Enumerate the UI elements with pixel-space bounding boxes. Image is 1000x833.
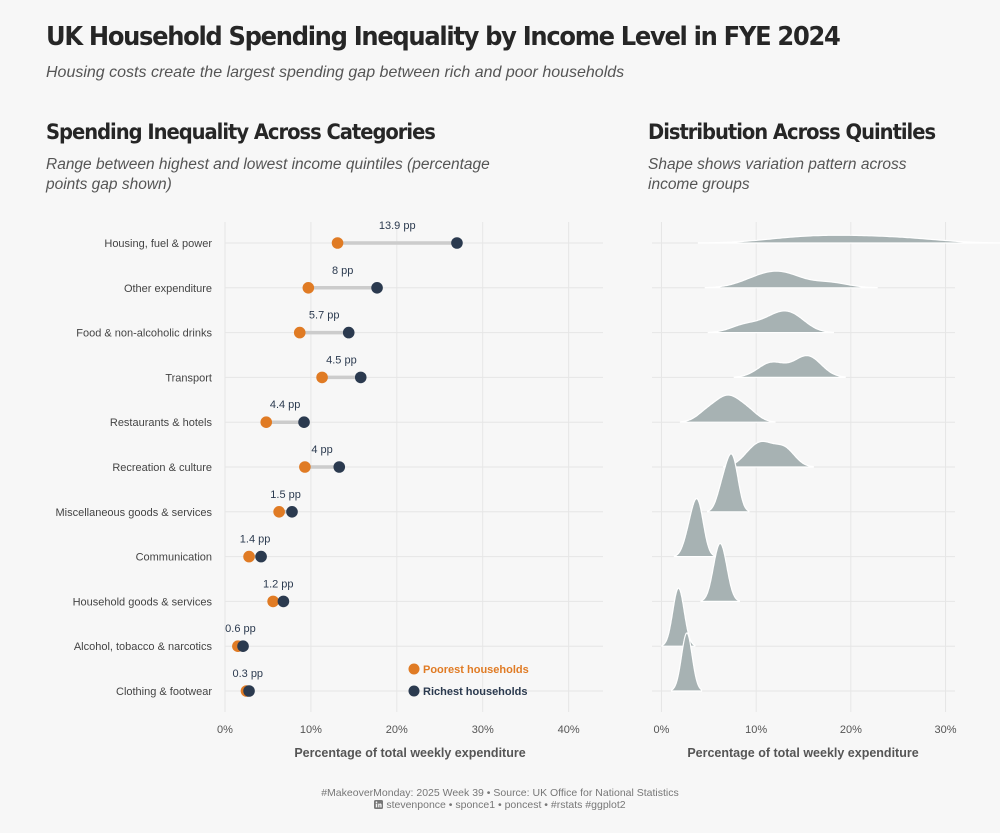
poorest-point-other-expenditure: [302, 282, 315, 294]
category-label-alcohol-tobacco-narcotics: Alcohol, tobacco & narcotics: [74, 641, 213, 653]
caption-source: #MakeoverMonday: 2025 Week 39 • Source: …: [321, 787, 679, 799]
gap-label-restaurants-hotels: 4.4 pp: [270, 399, 301, 411]
ridge-density-household-goods-services: [700, 542, 740, 602]
richest-point-recreation-culture: [333, 461, 346, 473]
right-x-tick-label: 20%: [840, 724, 862, 736]
poorest-point-food-non-alcoholic-drinks: [293, 326, 306, 339]
ridge-density-other-expenditure: [704, 270, 878, 289]
ridgeline-densities: [661, 234, 1000, 692]
left-x-tick-label: 10%: [300, 724, 322, 736]
gap-label-household-goods-services: 1.2 pp: [263, 578, 294, 590]
left-x-tick-label: 0%: [217, 724, 233, 736]
gap-label-clothing-footwear: 0.3 pp: [232, 668, 263, 680]
ridge-density-restaurants-hotels: [679, 394, 776, 423]
right-x-tick-label: 10%: [745, 724, 767, 736]
richest-point-other-expenditure: [371, 282, 383, 294]
category-label-transport: Transport: [165, 372, 212, 384]
right-x-axis: 0% 10% 20% 30%: [654, 724, 957, 736]
poorest-point-recreation-culture: [299, 461, 311, 473]
poorest-point-communication: [243, 550, 255, 563]
ridge-density-recreation-culture: [723, 440, 814, 468]
page-subtitle: Housing costs create the largest spendin…: [46, 64, 625, 81]
poorest-point-miscellaneous-goods-services: [273, 506, 285, 518]
poorest-point-restaurants-hotels: [260, 416, 273, 429]
left-x-tick-label: 20%: [386, 724, 408, 736]
right-panel-title: Distribution Across Quintiles: [648, 120, 936, 144]
left-panel-title: Spending Inequality Across Categories: [46, 120, 436, 144]
legend-poorest-label: Poorest households: [423, 664, 529, 676]
legend-poorest-swatch: [408, 663, 420, 675]
gap-label-alcohol-tobacco-narcotics: 0.6 pp: [225, 623, 256, 635]
left-x-axis: 0% 10% 20% 30% 40%: [217, 724, 580, 736]
dumbbell-labels: Housing, fuel & power 13.9 pp Other expend…: [55, 220, 415, 698]
caption-credits-text: stevenponce • sponce1 • poncest • #rstat…: [386, 799, 626, 811]
richest-point-transport: [354, 371, 367, 384]
gap-label-recreation-culture: 4 pp: [311, 444, 332, 456]
category-label-communication: Communication: [136, 552, 212, 564]
right-x-tick-label: 0%: [654, 724, 670, 736]
richest-point-food-non-alcoholic-drinks: [342, 326, 355, 339]
gap-label-transport: 4.5 pp: [326, 354, 357, 366]
richest-point-alcohol-tobacco-narcotics: [237, 640, 249, 652]
left-x-axis-title: Percentage of total weekly expenditure: [294, 746, 525, 760]
richest-point-miscellaneous-goods-services: [286, 506, 298, 518]
poorest-point-transport: [316, 371, 328, 384]
right-panel-subtitle: Shape shows variation pattern across inc…: [648, 156, 907, 193]
ridge-density-housing-fuel-power: [697, 234, 1000, 244]
gap-label-communication: 1.4 pp: [240, 534, 271, 546]
richest-point-communication: [255, 550, 267, 563]
ridge-density-transport: [733, 355, 846, 378]
legend-richest-label: Richest households: [423, 686, 528, 698]
poorest-point-household-goods-services: [267, 595, 279, 608]
category-label-housing-fuel-power: Housing, fuel & power: [104, 238, 212, 250]
ridge-density-alcohol-tobacco-narcotics: [661, 587, 696, 647]
gap-label-other-expenditure: 8 pp: [332, 265, 353, 277]
left-x-tick-label: 30%: [472, 724, 494, 736]
poorest-point-housing-fuel-power: [331, 237, 344, 249]
category-label-recreation-culture: Recreation & culture: [112, 462, 212, 474]
category-label-other-expenditure: Other expenditure: [124, 283, 212, 295]
category-label-restaurants-hotels: Restaurants & hotels: [110, 417, 213, 429]
richest-point-housing-fuel-power: [451, 237, 463, 249]
richest-point-restaurants-hotels: [298, 416, 310, 429]
category-label-clothing-footwear: Clothing & footwear: [116, 686, 212, 698]
richest-point-household-goods-services: [277, 595, 290, 608]
legend: Poorest households Richest households: [408, 663, 529, 698]
caption-credits: stevenponce • sponce1 • poncest • #rstat…: [0, 799, 1000, 811]
page-title: UK Household Spending Inequality by Inco…: [46, 22, 841, 52]
dumbbell-points: [232, 237, 463, 697]
linkedin-icon: [374, 800, 384, 809]
gap-label-miscellaneous-goods-services: 1.5 pp: [270, 489, 301, 501]
richest-point-clothing-footwear: [243, 685, 255, 697]
ridge-density-food-non-alcoholic-drinks: [707, 310, 834, 334]
category-label-miscellaneous-goods-services: Miscellaneous goods & services: [55, 507, 212, 519]
gap-label-housing-fuel-power: 13.9 pp: [379, 220, 416, 232]
ridge-density-miscellaneous-goods-services: [707, 453, 750, 513]
right-x-tick-label: 30%: [935, 724, 957, 736]
left-panel-subtitle: Range between highest and lowest income …: [46, 156, 490, 193]
right-x-axis-title: Percentage of total weekly expenditure: [687, 746, 918, 760]
ridge-density-communication: [673, 497, 716, 558]
ridge-density-clothing-footwear: [671, 632, 703, 692]
category-label-household-goods-services: Household goods & services: [73, 596, 213, 608]
legend-richest-swatch: [408, 685, 420, 697]
gap-label-food-non-alcoholic-drinks: 5.7 pp: [309, 310, 340, 322]
left-x-tick-label: 40%: [558, 724, 580, 736]
category-label-food-non-alcoholic-drinks: Food & non-alcoholic drinks: [76, 328, 212, 340]
left-gridlines: [224, 222, 603, 712]
